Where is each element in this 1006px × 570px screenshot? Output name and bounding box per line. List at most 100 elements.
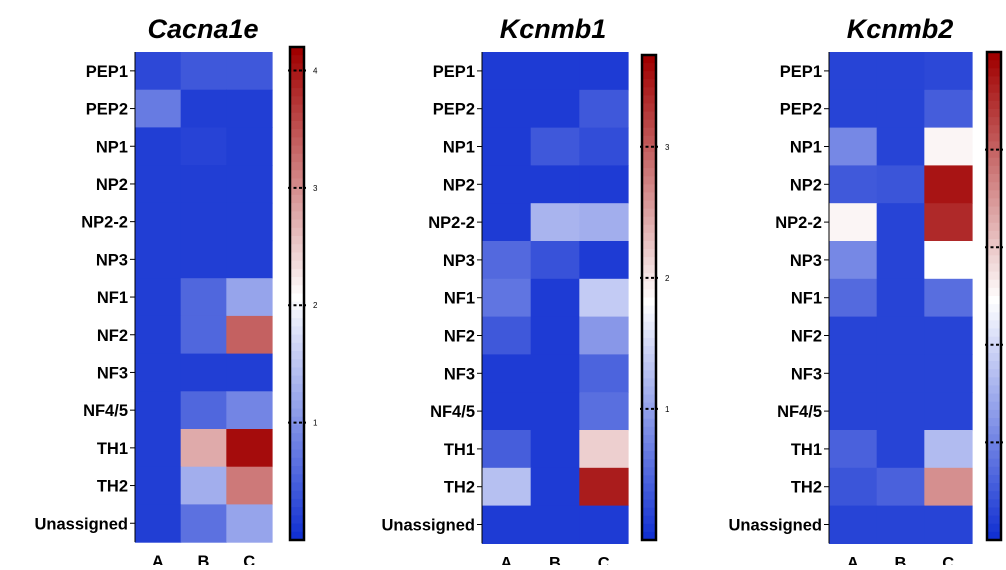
row-label: Unassigned	[381, 517, 475, 535]
colorbar-segment	[642, 483, 656, 492]
colorbar-segment	[642, 281, 656, 290]
heatmap-cell	[180, 504, 227, 543]
colorbar-segment	[987, 401, 1001, 411]
colorbar-segment	[642, 160, 656, 169]
colorbar-segment	[642, 362, 656, 371]
colorbar-segment	[987, 84, 1001, 94]
heatmap-cell	[530, 392, 580, 431]
colorbar-segment	[642, 370, 656, 379]
heatmap-cell	[829, 392, 878, 431]
heatmap-cell	[180, 278, 227, 317]
colorbar-segment	[987, 328, 1001, 338]
colorbar-segment	[642, 426, 656, 436]
column-label: C	[243, 553, 255, 565]
colorbar-segment	[290, 392, 304, 401]
colorbar-segment	[987, 133, 1001, 142]
heatmap-cell	[135, 240, 182, 279]
colorbar-segment	[290, 318, 304, 327]
colorbar-segment	[642, 63, 656, 72]
heatmap-cell	[482, 316, 532, 355]
heatmap-cell	[876, 203, 925, 242]
row-label: TH1	[97, 440, 128, 458]
colorbar-segment	[987, 206, 1001, 216]
colorbar-segment	[642, 192, 656, 201]
heatmap-cell	[876, 505, 925, 544]
colorbar-segment	[290, 252, 304, 262]
heatmap-cell	[579, 505, 629, 544]
row-label: NP2	[443, 176, 475, 194]
heatmap-cell	[226, 165, 273, 204]
colorbar-segment	[642, 531, 656, 541]
colorbar-segment	[642, 402, 656, 412]
heatmap-cell	[876, 278, 925, 318]
row-label: NP2	[790, 176, 822, 194]
colorbar-segment	[642, 394, 656, 404]
heatmap-cell	[924, 316, 973, 355]
row-label: NF2	[97, 327, 128, 345]
heatmap-cell	[829, 241, 878, 280]
row-label: Unassigned	[34, 515, 128, 533]
colorbar-segment	[290, 129, 304, 138]
heatmap-cell	[226, 391, 273, 430]
colorbar-segment	[987, 239, 1001, 248]
colorbar-segment	[290, 383, 304, 393]
colorbar-segment	[987, 377, 1001, 386]
heatmap-cell	[530, 89, 580, 129]
heatmap-cell	[226, 240, 273, 279]
heatmap-cell	[924, 505, 973, 544]
colorbar-segment	[987, 190, 1001, 199]
row-label: TH2	[97, 478, 128, 496]
heatmap-cell	[530, 430, 580, 469]
colorbar-segment	[642, 265, 656, 274]
colorbar-segment	[987, 466, 1001, 476]
colorbar-segment	[642, 491, 656, 501]
colorbar-segment	[290, 88, 304, 97]
heatmap-cell	[135, 315, 182, 355]
colorbar-segment	[642, 168, 656, 177]
heatmap-cell	[579, 430, 629, 469]
heatmap-cell	[876, 430, 925, 469]
heatmap-cell	[530, 278, 580, 318]
heatmap-cell	[530, 165, 580, 204]
colorbar-segment	[290, 178, 304, 188]
colorbar-segment	[290, 79, 304, 89]
colorbar-segment	[987, 100, 1001, 110]
colorbar-segment	[290, 457, 304, 467]
colorbar-segment	[642, 378, 656, 387]
colorbar-segment	[290, 498, 304, 508]
heatmap-cell	[482, 52, 532, 91]
heatmap-cell	[924, 89, 973, 129]
row-label: PEP1	[780, 63, 822, 81]
colorbar-segment	[290, 285, 304, 294]
row-label: NP1	[443, 139, 475, 157]
colorbar-segment	[290, 507, 304, 516]
colorbar-segment	[987, 426, 1001, 435]
row-label: NF1	[97, 289, 128, 307]
colorbar-segment	[987, 271, 1001, 281]
colorbar-segment	[642, 443, 656, 452]
column-label: B	[895, 554, 907, 565]
heatmap-cell	[829, 52, 878, 91]
colorbar-segment	[642, 329, 656, 339]
heatmap-cell	[530, 467, 580, 507]
heatmap-cell	[180, 466, 227, 505]
column-label: A	[152, 553, 164, 565]
colorbar-segment	[987, 361, 1001, 370]
colorbar-segment	[290, 531, 304, 541]
heatmap-cell	[482, 430, 532, 469]
heatmap-cell	[482, 505, 532, 544]
colorbar-segment	[290, 408, 304, 418]
colorbar-segment	[642, 184, 656, 193]
colorbar-segment	[642, 515, 656, 525]
colorbar-segment	[290, 309, 304, 319]
colorbar-segment	[290, 153, 304, 163]
colorbar-segment	[987, 352, 1001, 362]
row-label: NF2	[444, 328, 475, 346]
colorbar-segment	[642, 135, 656, 145]
colorbar-segment	[987, 312, 1001, 321]
heatmap-cell	[876, 316, 925, 355]
colorbar-tick-label: 3	[665, 143, 670, 152]
heatmap-cell	[135, 278, 182, 317]
heatmap-cell	[829, 89, 878, 129]
colorbar-segment	[642, 451, 656, 460]
